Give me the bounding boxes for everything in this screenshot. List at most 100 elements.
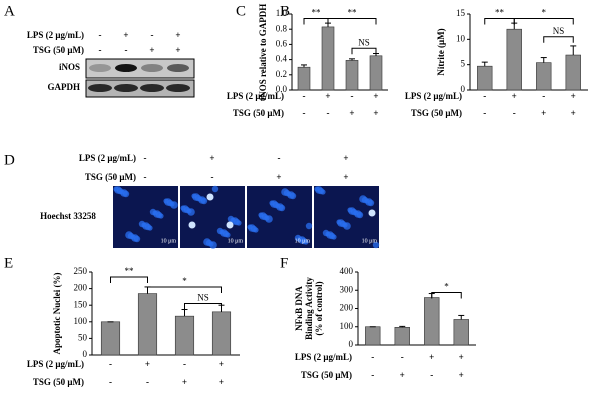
condition-sign: + bbox=[325, 91, 330, 101]
condition-label: TSG (50 μM) bbox=[233, 108, 284, 118]
significance-label: ** bbox=[348, 8, 358, 18]
nucleus bbox=[170, 201, 178, 209]
y-tick-label: 0.8 bbox=[276, 23, 288, 33]
y-tick-label: 0 bbox=[461, 84, 466, 94]
bar bbox=[365, 326, 381, 346]
y-axis-label-line: Binding Activity bbox=[304, 277, 314, 340]
y-tick-label: 300 bbox=[340, 284, 354, 294]
condition-sign: - bbox=[483, 108, 486, 118]
bar bbox=[506, 28, 522, 91]
condition-sign: + bbox=[343, 172, 348, 182]
band bbox=[141, 64, 163, 72]
significance-bracket bbox=[513, 18, 574, 25]
condition-sign: + bbox=[571, 108, 576, 118]
condition-sign: + bbox=[373, 108, 378, 118]
condition-label: TSG (50 μM) bbox=[33, 377, 84, 387]
scale-bar-label: 10 μm bbox=[295, 238, 311, 244]
bar bbox=[100, 321, 121, 356]
significance-label: NS bbox=[197, 293, 209, 303]
condition-label: LPS (2 μg/mL) bbox=[79, 153, 136, 163]
band bbox=[88, 84, 112, 92]
y-axis-label: Apoptotic Nuclei (%) bbox=[52, 273, 62, 355]
nucleus bbox=[236, 220, 242, 226]
significance-bracket bbox=[327, 18, 377, 25]
condition-sign: + bbox=[400, 370, 405, 380]
band bbox=[89, 64, 111, 72]
condition-sign: + bbox=[429, 352, 434, 362]
nucleus bbox=[158, 213, 164, 219]
y-tick-label: 200 bbox=[340, 303, 354, 313]
bar bbox=[453, 319, 469, 346]
y-tick-label: 0.6 bbox=[276, 38, 288, 48]
condition-sign: - bbox=[146, 377, 149, 387]
condition-sign: + bbox=[182, 377, 187, 387]
scale-bar-label: 10 μm bbox=[228, 238, 244, 244]
significance-bracket bbox=[110, 276, 148, 283]
y-axis-label-line: NFκB DNA bbox=[294, 286, 304, 331]
nucleus bbox=[147, 225, 153, 231]
condition-sign: + bbox=[209, 153, 214, 163]
bar bbox=[345, 60, 359, 91]
significance-label: ** bbox=[495, 8, 505, 18]
condition-sign: - bbox=[278, 153, 281, 163]
nucleus bbox=[331, 234, 337, 240]
nucleus bbox=[225, 232, 231, 238]
band bbox=[114, 84, 138, 92]
bar bbox=[297, 66, 311, 91]
y-tick-label: 100 bbox=[74, 316, 88, 326]
y-axis-label: Nitrite (μM) bbox=[436, 28, 446, 75]
significance-bracket bbox=[431, 291, 462, 299]
condition-sign: + bbox=[123, 30, 128, 40]
blot-strip bbox=[85, 58, 195, 79]
significance-bracket bbox=[184, 303, 222, 310]
condition-sign: - bbox=[483, 91, 486, 101]
condition-label: LPS (2 μg/mL) bbox=[405, 91, 462, 101]
y-axis-label: NFκB DNABinding Activity(% of control) bbox=[294, 277, 324, 340]
y-axis-label: iNOS relative to GAPDH bbox=[258, 4, 268, 101]
nucleus bbox=[303, 239, 309, 245]
y-tick-label: 150 bbox=[74, 299, 88, 309]
bar bbox=[321, 26, 335, 91]
bright-nucleus bbox=[368, 209, 376, 217]
nucleus bbox=[343, 222, 351, 230]
condition-sign: + bbox=[541, 108, 546, 118]
condition-sign: - bbox=[109, 377, 112, 387]
y-tick-label: 15 bbox=[456, 8, 466, 18]
bar bbox=[394, 326, 410, 346]
panel-letter: E bbox=[4, 255, 13, 271]
significance-bracket bbox=[351, 47, 377, 55]
condition-label: LPS (2 μg/mL) bbox=[27, 30, 84, 40]
bar bbox=[536, 62, 552, 91]
condition-label: LPS (2 μg/mL) bbox=[295, 352, 352, 362]
nucleus bbox=[367, 199, 375, 207]
y-tick-label: 5 bbox=[461, 59, 466, 69]
significance-bracket bbox=[484, 18, 515, 25]
condition-sign: + bbox=[512, 91, 517, 101]
condition-sign: + bbox=[571, 91, 576, 101]
y-tick-label: 50 bbox=[78, 332, 88, 342]
condition-sign: - bbox=[99, 45, 102, 55]
condition-label: TSG (50 μM) bbox=[301, 370, 352, 380]
bar bbox=[477, 65, 493, 91]
condition-sign: - bbox=[303, 91, 306, 101]
nucleus bbox=[265, 215, 273, 223]
condition-sign: + bbox=[459, 370, 464, 380]
condition-sign: - bbox=[371, 370, 374, 380]
scale-bar-label: 10 μm bbox=[362, 238, 378, 244]
scale-bar-label: 10 μm bbox=[161, 238, 177, 244]
panel-letter: C bbox=[236, 3, 246, 19]
condition-sign: - bbox=[125, 45, 128, 55]
significance-label: NS bbox=[553, 26, 565, 36]
condition-sign: + bbox=[175, 30, 180, 40]
nucleus bbox=[356, 211, 364, 219]
condition-sign: + bbox=[349, 108, 354, 118]
bright-nucleus bbox=[226, 221, 234, 229]
panel-letter: A bbox=[4, 3, 15, 19]
condition-sign: - bbox=[303, 108, 306, 118]
condition-label: TSG (50 μM) bbox=[33, 45, 84, 55]
y-tick-label: 400 bbox=[340, 266, 354, 276]
band bbox=[167, 64, 189, 72]
condition-sign: - bbox=[513, 108, 516, 118]
condition-sign: - bbox=[151, 30, 154, 40]
